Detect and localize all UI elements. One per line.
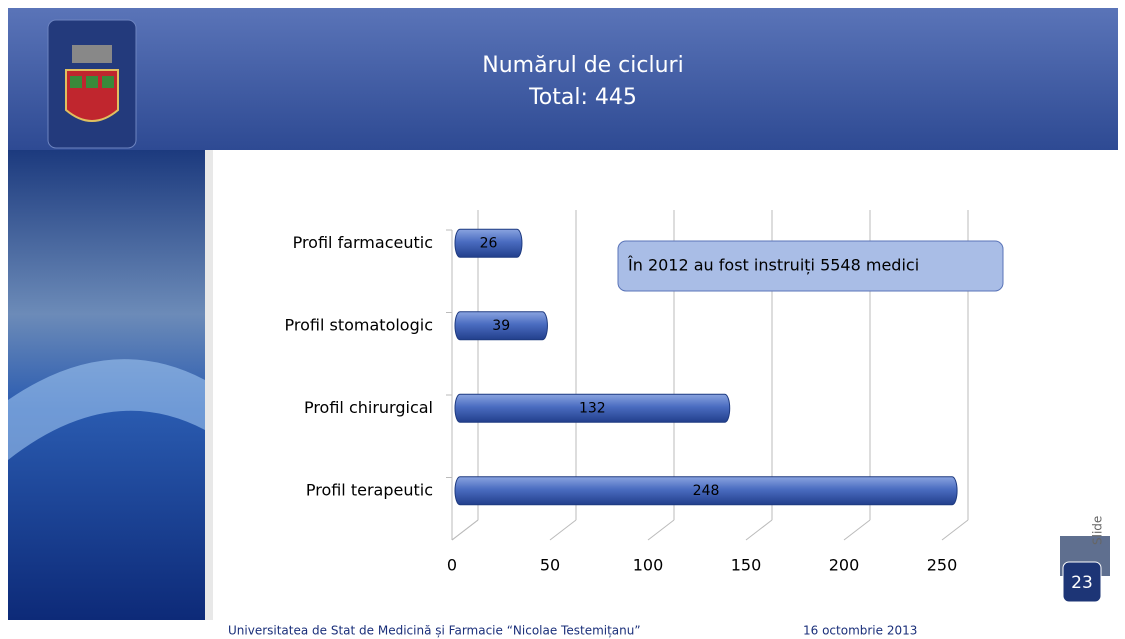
value-label: 248 <box>693 483 720 499</box>
chart: 0 50 100 150 200 250 Profil farmaceutic 26 Profi… <box>285 210 1003 575</box>
y-tick-label: Profil chirurgical <box>304 398 433 417</box>
y-tick-label: Profil farmaceutic <box>293 233 433 252</box>
y-tick-label: Profil stomatologic <box>285 315 433 334</box>
subtitle: Total: 445 <box>528 85 637 110</box>
y-tick-label: Profil terapeutic <box>306 480 433 499</box>
value-label: 132 <box>579 400 606 416</box>
slide-label: Slide <box>1091 516 1105 545</box>
title: Numărul de cicluri <box>482 53 683 78</box>
grid-line <box>550 520 576 540</box>
grid-line <box>942 520 968 540</box>
grid-line <box>648 520 674 540</box>
slide: Numărul de cicluri Total: 445 0 50 100 150 2… <box>0 0 1125 639</box>
slide-number: 23 <box>1071 573 1093 593</box>
x-tick-label: 250 <box>927 556 958 575</box>
x-tick-label: 0 <box>447 556 457 575</box>
x-tick-label: 200 <box>829 556 860 575</box>
sidebar-edge <box>205 150 213 620</box>
annotation: În 2012 au fost instruiți 5548 medici <box>627 256 919 275</box>
grid-line <box>452 520 478 540</box>
x-tick-label: 100 <box>633 556 664 575</box>
logo <box>48 20 136 148</box>
header-band <box>8 8 1118 150</box>
footer-institution: Universitatea de Stat de Medicină și Far… <box>228 624 641 638</box>
value-label: 26 <box>480 235 498 251</box>
value-label: 39 <box>492 318 510 334</box>
x-tick-label: 50 <box>540 556 560 575</box>
grid-line <box>844 520 870 540</box>
grid-line <box>746 520 772 540</box>
footer-date: 16 octombrie 2013 <box>803 624 917 638</box>
x-tick-label: 150 <box>731 556 762 575</box>
